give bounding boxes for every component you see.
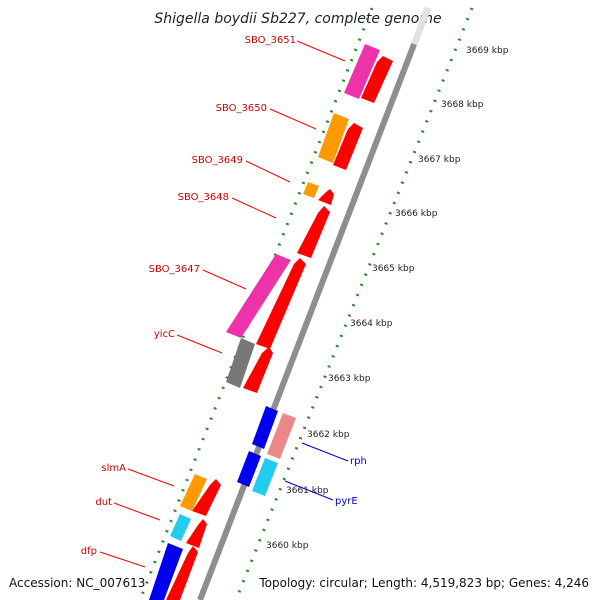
tick-label: 3666 kbp [395,209,438,219]
gene-sbo-3650-arrow[interactable] [333,123,363,170]
gene-slma-arrow[interactable] [192,479,221,516]
tick-label: 3669 kbp [466,46,509,56]
gene-label-sbo-3651[interactable]: SBO_3651 [245,35,296,46]
tick-label: 3662 kbp [307,430,350,440]
reverse-strand-genes [149,44,380,600]
gene-label-yicc[interactable]: yicC [154,329,175,340]
leader-line [113,502,161,521]
leader-line [202,269,247,290]
topology-text: Topology: circular; Length: 4,519,823 bp… [258,576,589,590]
tick-label: 3668 kbp [441,100,484,110]
leader-line [99,551,146,568]
map-title: Shigella boydii Sb227, complete genome [154,11,441,27]
gene-sbo-3647-feature[interactable] [226,254,291,338]
gene-sbo-3647-arrow[interactable] [297,206,330,258]
genome-backbone [197,6,431,600]
gene-pyre-arrow[interactable] [252,458,278,496]
gene-label-dut[interactable]: dut [95,497,112,508]
leader-lines [99,40,349,568]
gene-rph-arrow[interactable] [267,413,296,459]
gene-label-sbo-3649[interactable]: SBO_3649 [192,155,243,166]
gene-slma-feature[interactable] [180,474,207,511]
gene-dfp-feature[interactable] [149,543,183,600]
gene-sbo-3650-feature[interactable] [318,113,349,163]
leader-line [301,442,349,462]
gene-label-pyre[interactable]: pyrE [335,496,358,507]
gene-label-sbo-3648[interactable]: SBO_3648 [178,192,229,203]
leader-line [296,40,346,62]
genome-backbone-highlight [411,6,431,46]
inner-dotted-guide [138,7,374,600]
gene-sbo-3651-arrow[interactable] [361,56,393,103]
gene-sbo-3648-arrow[interactable] [318,189,334,205]
gene-label-sbo-3647[interactable]: SBO_3647 [149,264,200,275]
leader-line [127,468,175,487]
tick-label: 3664 kbp [350,319,393,329]
gene-dut-feature[interactable] [170,514,191,541]
tick-label: 3661 kbp [286,486,329,496]
scale-ticks: 3669 kbp 3668 kbp 3667 kbp 3666 kbp 3665… [266,46,509,551]
tick-label: 3663 kbp [328,374,371,384]
leader-line [284,480,334,501]
gene-label-rph[interactable]: rph [350,456,367,467]
gene-dfp-arrow[interactable] [166,546,198,600]
gene-labels: SBO_3651 SBO_3650 SBO_3649 SBO_3648 SBO_… [81,35,367,557]
gene-label-slma[interactable]: slmA [101,463,126,474]
gene-label-sbo-3650[interactable]: SBO_3650 [216,103,267,114]
forward-strand-genes [166,56,393,600]
leader-line [231,197,277,219]
gene-pyre-reverse-feature[interactable] [237,451,261,487]
leader-line [176,334,223,354]
tick-label: 3660 kbp [266,541,309,551]
gene-yicc-feature[interactable] [226,338,255,388]
gene-sbo-3651-feature[interactable] [344,44,380,99]
gene-rph-reverse-feature[interactable] [252,406,278,449]
gene-yicc-downstream-arrow[interactable] [243,347,273,393]
accession-text: Accession: NC_007613 [9,576,145,590]
tick-label: 3665 kbp [372,264,415,274]
leader-line [269,108,317,130]
gene-yicc-arrow[interactable] [256,258,306,349]
tick-label: 3667 kbp [418,155,461,165]
leader-line [245,160,291,183]
gene-sbo-3649-feature[interactable] [303,182,319,198]
gene-label-dfp[interactable]: dfp [81,546,97,557]
gene-dut-arrow[interactable] [186,519,207,548]
